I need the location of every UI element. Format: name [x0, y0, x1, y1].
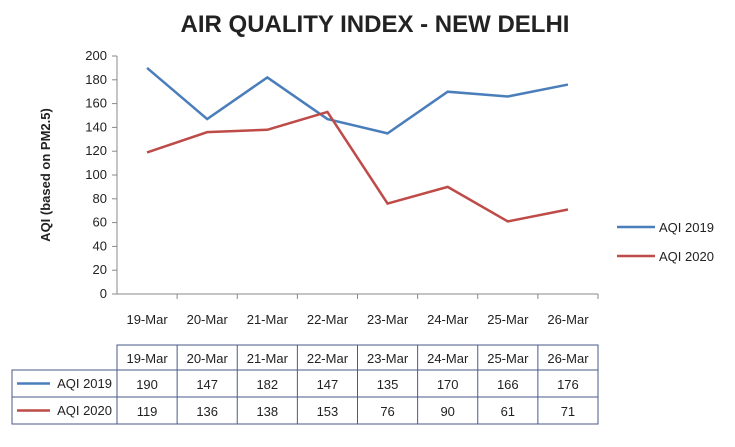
table-cell: 153 — [317, 404, 339, 419]
table-header-cell: 25-Mar — [487, 351, 529, 366]
table-cell: 71 — [561, 404, 575, 419]
table-cell: 119 — [137, 404, 158, 419]
series-line-aqi-2020 — [147, 112, 568, 221]
table-cell: 76 — [380, 404, 394, 419]
table-cell: 147 — [196, 377, 218, 392]
y-tick-label: 0 — [100, 286, 107, 301]
y-tick-label: 180 — [85, 72, 107, 87]
x-tick-label: 25-Mar — [487, 312, 529, 327]
y-tick-label: 160 — [85, 96, 107, 111]
legend-label: AQI 2020 — [659, 249, 714, 264]
x-tick-label: 23-Mar — [367, 312, 409, 327]
table-row-label: AQI 2019 — [57, 376, 112, 391]
table-cell: 138 — [256, 404, 278, 419]
table-header-cell: 23-Mar — [367, 351, 409, 366]
x-tick-label: 20-Mar — [187, 312, 229, 327]
y-tick-label: 80 — [93, 191, 107, 206]
series-line-aqi-2019 — [147, 68, 568, 133]
table-cell: 170 — [437, 377, 459, 392]
y-tick-label: 100 — [85, 167, 107, 182]
y-tick-label: 60 — [93, 215, 107, 230]
y-tick-label: 200 — [85, 48, 107, 63]
table-cell: 135 — [377, 377, 399, 392]
y-axis-label: AQI (based on PM2.5) — [38, 108, 53, 242]
table-header-cell: 20-Mar — [187, 351, 229, 366]
table-cell: 61 — [501, 404, 515, 419]
x-tick-label: 22-Mar — [307, 312, 349, 327]
table-cell: 182 — [256, 377, 278, 392]
table-row-label: AQI 2020 — [57, 403, 112, 418]
y-tick-label: 40 — [93, 238, 107, 253]
table-header-cell: 26-Mar — [547, 351, 589, 366]
table-header-cell: 19-Mar — [126, 351, 168, 366]
table-cell: 190 — [136, 377, 158, 392]
table-cell: 176 — [557, 377, 579, 392]
x-tick-label: 26-Mar — [547, 312, 589, 327]
legend-label: AQI 2019 — [659, 220, 714, 235]
table-header-cell: 24-Mar — [427, 351, 469, 366]
y-tick-label: 140 — [85, 119, 107, 134]
table-cell: 90 — [440, 404, 454, 419]
table-cell: 136 — [196, 404, 218, 419]
chart-title: AIR QUALITY INDEX - NEW DELHI — [181, 11, 570, 38]
y-tick-label: 20 — [93, 262, 107, 277]
table-header-cell: 22-Mar — [307, 351, 349, 366]
table-cell: 166 — [497, 377, 519, 392]
table-cell: 147 — [317, 377, 339, 392]
y-tick-label: 120 — [85, 143, 107, 158]
table-header-cell: 21-Mar — [247, 351, 289, 366]
x-tick-label: 21-Mar — [247, 312, 289, 327]
x-tick-label: 24-Mar — [427, 312, 469, 327]
x-tick-label: 19-Mar — [126, 312, 168, 327]
